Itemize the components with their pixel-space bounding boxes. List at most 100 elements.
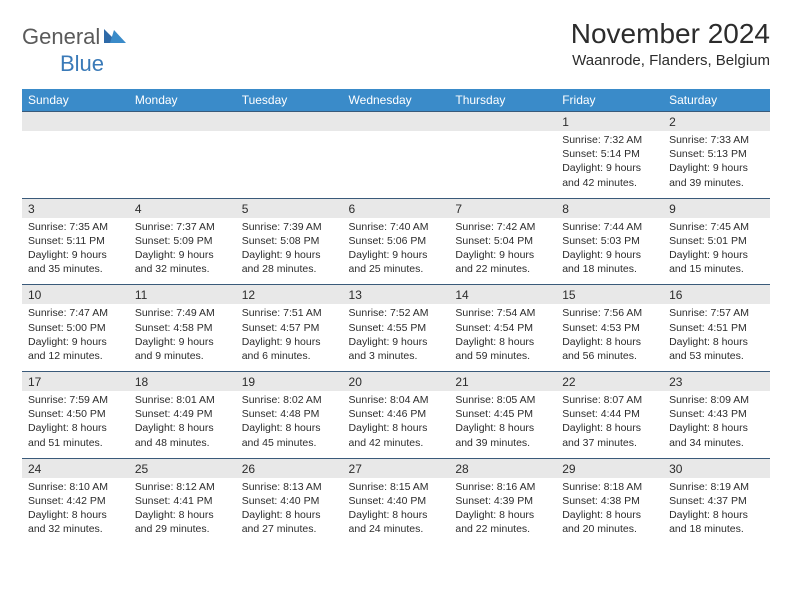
sunrise-text: Sunrise: 7:42 AM [455, 220, 550, 234]
day-number: 15 [556, 285, 663, 305]
day-cell: Sunrise: 7:32 AMSunset: 5:14 PMDaylight:… [556, 131, 663, 198]
content-row: Sunrise: 7:35 AMSunset: 5:11 PMDaylight:… [22, 218, 770, 285]
location-text: Waanrode, Flanders, Belgium [571, 52, 770, 69]
daylight-text: Daylight: 8 hours and 20 minutes. [562, 508, 657, 536]
daylight-text: Daylight: 9 hours and 42 minutes. [562, 161, 657, 189]
daynum-row: 24252627282930 [22, 458, 770, 478]
day-cell: Sunrise: 7:56 AMSunset: 4:53 PMDaylight:… [556, 304, 663, 371]
daylight-text: Daylight: 8 hours and 34 minutes. [669, 421, 764, 449]
day-number: 4 [129, 198, 236, 218]
sunset-text: Sunset: 4:45 PM [455, 407, 550, 421]
daylight-text: Daylight: 8 hours and 59 minutes. [455, 335, 550, 363]
day-cell: Sunrise: 8:05 AMSunset: 4:45 PMDaylight:… [449, 391, 556, 458]
day-cell: Sunrise: 7:52 AMSunset: 4:55 PMDaylight:… [343, 304, 450, 371]
day-number: 28 [449, 458, 556, 478]
daylight-text: Daylight: 9 hours and 6 minutes. [242, 335, 337, 363]
day-cell: Sunrise: 7:59 AMSunset: 4:50 PMDaylight:… [22, 391, 129, 458]
sunrise-text: Sunrise: 8:13 AM [242, 480, 337, 494]
day-number [449, 112, 556, 132]
sunset-text: Sunset: 5:01 PM [669, 234, 764, 248]
sunrise-text: Sunrise: 8:07 AM [562, 393, 657, 407]
day-number: 13 [343, 285, 450, 305]
day-number: 3 [22, 198, 129, 218]
day-number: 30 [663, 458, 770, 478]
sunrise-text: Sunrise: 7:49 AM [135, 306, 230, 320]
daynum-row: 12 [22, 112, 770, 132]
content-row: Sunrise: 7:59 AMSunset: 4:50 PMDaylight:… [22, 391, 770, 458]
day-number: 10 [22, 285, 129, 305]
sunset-text: Sunset: 4:43 PM [669, 407, 764, 421]
day-number: 19 [236, 372, 343, 392]
daylight-text: Daylight: 8 hours and 48 minutes. [135, 421, 230, 449]
day-number: 27 [343, 458, 450, 478]
day-header-tue: Tuesday [236, 89, 343, 112]
day-number: 6 [343, 198, 450, 218]
sunset-text: Sunset: 5:03 PM [562, 234, 657, 248]
sunset-text: Sunset: 4:42 PM [28, 494, 123, 508]
content-row: Sunrise: 8:10 AMSunset: 4:42 PM Daylight:… [22, 478, 770, 545]
day-cell: Sunrise: 7:39 AMSunset: 5:08 PMDaylight:… [236, 218, 343, 285]
sunset-text: Sunset: 4:48 PM [242, 407, 337, 421]
sunset-text: Sunset: 5:08 PM [242, 234, 337, 248]
daylight-text: Daylight: 9 hours and 3 minutes. [349, 335, 444, 363]
day-number: 7 [449, 198, 556, 218]
sunrise-text: Sunrise: 7:57 AM [669, 306, 764, 320]
month-title: November 2024 [571, 18, 770, 50]
logo-triangle-icon [104, 27, 126, 48]
day-cell: Sunrise: 8:02 AMSunset: 4:48 PMDaylight:… [236, 391, 343, 458]
daylight-text: Daylight: 8 hours and 39 minutes. [455, 421, 550, 449]
day-number: 26 [236, 458, 343, 478]
day-number: 1 [556, 112, 663, 132]
sunset-text: Sunset: 4:44 PM [562, 407, 657, 421]
day-number: 11 [129, 285, 236, 305]
day-cell: Sunrise: 8:15 AMSunset: 4:40 PMDaylight:… [343, 478, 450, 545]
sunset-text: Sunset: 5:11 PM [28, 234, 123, 248]
day-number: 2 [663, 112, 770, 132]
day-number: 8 [556, 198, 663, 218]
daylight-text: Daylight: 9 hours and 22 minutes. [455, 248, 550, 276]
day-number: 20 [343, 372, 450, 392]
sunset-text: Sunset: 5:13 PM [669, 147, 764, 161]
sunrise-text: Sunrise: 8:10 AM [28, 480, 123, 494]
day-header-sat: Saturday [663, 89, 770, 112]
day-header-fri: Friday [556, 89, 663, 112]
sunrise-text: Sunrise: 8:19 AM [669, 480, 764, 494]
sunrise-text: Sunrise: 7:56 AM [562, 306, 657, 320]
day-cell: Sunrise: 7:44 AMSunset: 5:03 PMDaylight:… [556, 218, 663, 285]
day-cell: Sunrise: 7:47 AMSunset: 5:00 PMDaylight:… [22, 304, 129, 371]
daylight-text: Daylight: 9 hours and 9 minutes. [135, 335, 230, 363]
sunrise-text: Sunrise: 8:09 AM [669, 393, 764, 407]
day-header-row: Sunday Monday Tuesday Wednesday Thursday… [22, 89, 770, 112]
day-number: 23 [663, 372, 770, 392]
logo-text-general: General [22, 24, 100, 50]
day-header-thu: Thursday [449, 89, 556, 112]
day-cell: Sunrise: 8:10 AMSunset: 4:42 PMDaylight:… [22, 478, 129, 545]
sunset-text: Sunset: 4:57 PM [242, 321, 337, 335]
day-cell: Sunrise: 8:07 AMSunset: 4:44 PMDaylight:… [556, 391, 663, 458]
sunrise-text: Sunrise: 8:05 AM [455, 393, 550, 407]
daylight-text: Daylight: 9 hours and 18 minutes. [562, 248, 657, 276]
sunrise-text: Sunrise: 7:45 AM [669, 220, 764, 234]
day-number: 9 [663, 198, 770, 218]
day-cell [22, 131, 129, 198]
daylight-text: Daylight: 9 hours and 32 minutes. [135, 248, 230, 276]
logo: General [22, 24, 128, 50]
sunset-text: Sunset: 4:55 PM [349, 321, 444, 335]
sunset-text: Sunset: 4:38 PM [562, 494, 657, 508]
daynum-row: 17181920212223 [22, 372, 770, 392]
day-number [343, 112, 450, 132]
sunrise-text: Sunrise: 7:33 AM [669, 133, 764, 147]
content-row: Sunrise: 7:32 AMSunset: 5:14 PMDaylight:… [22, 131, 770, 198]
sunrise-text: Sunrise: 8:12 AM [135, 480, 230, 494]
daylight-text: Daylight: 8 hours and 56 minutes. [562, 335, 657, 363]
logo-text-blue: Blue [60, 51, 104, 76]
day-cell: Sunrise: 8:13 AMSunset: 4:40 PMDaylight:… [236, 478, 343, 545]
day-cell: Sunrise: 7:45 AMSunset: 5:01 PMDaylight:… [663, 218, 770, 285]
day-cell: Sunrise: 7:33 AMSunset: 5:13 PMDaylight:… [663, 131, 770, 198]
day-number: 16 [663, 285, 770, 305]
title-block: November 2024 Waanrode, Flanders, Belgiu… [571, 18, 770, 69]
day-cell: Sunrise: 8:18 AMSunset: 4:38 PMDaylight:… [556, 478, 663, 545]
day-number: 21 [449, 372, 556, 392]
day-cell: Sunrise: 8:12 AMSunset: 4:41 PMDaylight:… [129, 478, 236, 545]
sunrise-text: Sunrise: 7:37 AM [135, 220, 230, 234]
